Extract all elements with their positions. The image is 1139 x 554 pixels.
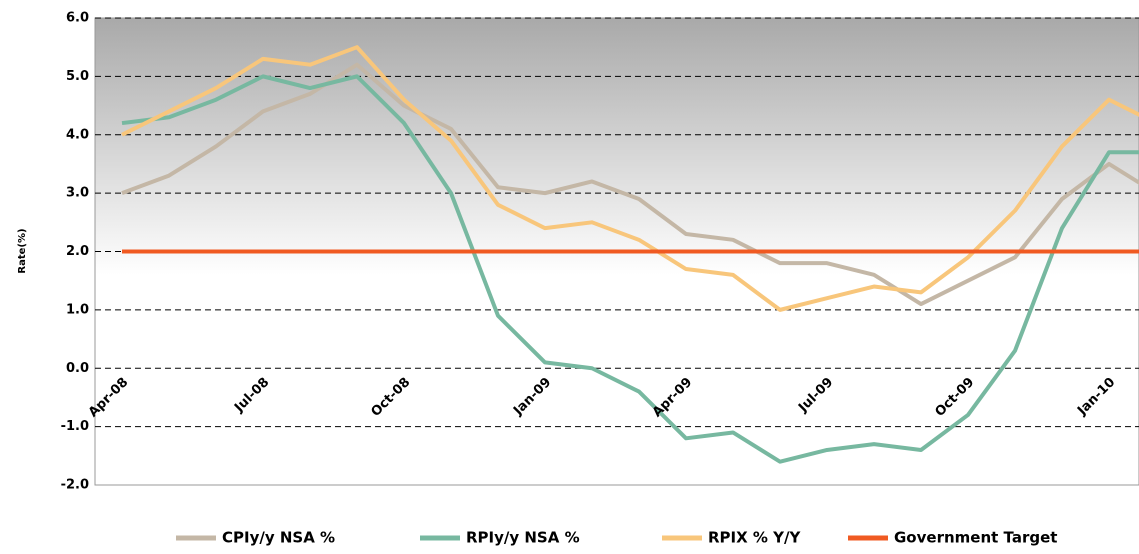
y-tick-label: 1.0 bbox=[66, 302, 89, 317]
y-tick-label: 3.0 bbox=[66, 186, 89, 201]
series-line bbox=[121, 74, 1139, 464]
y-axis-label: Rate(%) bbox=[17, 228, 28, 273]
series-line bbox=[121, 62, 1139, 307]
legend-label: RPIX % Y/Y bbox=[708, 529, 802, 547]
y-tick-label: 2.0 bbox=[66, 244, 89, 259]
y-tick-label: 6.0 bbox=[66, 11, 89, 26]
y-tick-label: -1.0 bbox=[61, 419, 89, 434]
legend-label: CPIy/y NSA % bbox=[222, 529, 335, 547]
legend-label: Government Target bbox=[894, 529, 1057, 547]
lines bbox=[121, 45, 1139, 464]
legend: CPIy/y NSA % RPIy/y NSA % RPIX % Y/Y Govern… bbox=[176, 529, 1057, 547]
y-tick-label: 5.0 bbox=[66, 69, 89, 84]
y-tick-label: -2.0 bbox=[61, 478, 89, 493]
y-tick-label: 0.0 bbox=[66, 361, 89, 376]
series-line bbox=[121, 45, 1139, 312]
y-tick-label: 4.0 bbox=[66, 127, 89, 142]
legend-label: RPIy/y NSA % bbox=[466, 529, 580, 547]
